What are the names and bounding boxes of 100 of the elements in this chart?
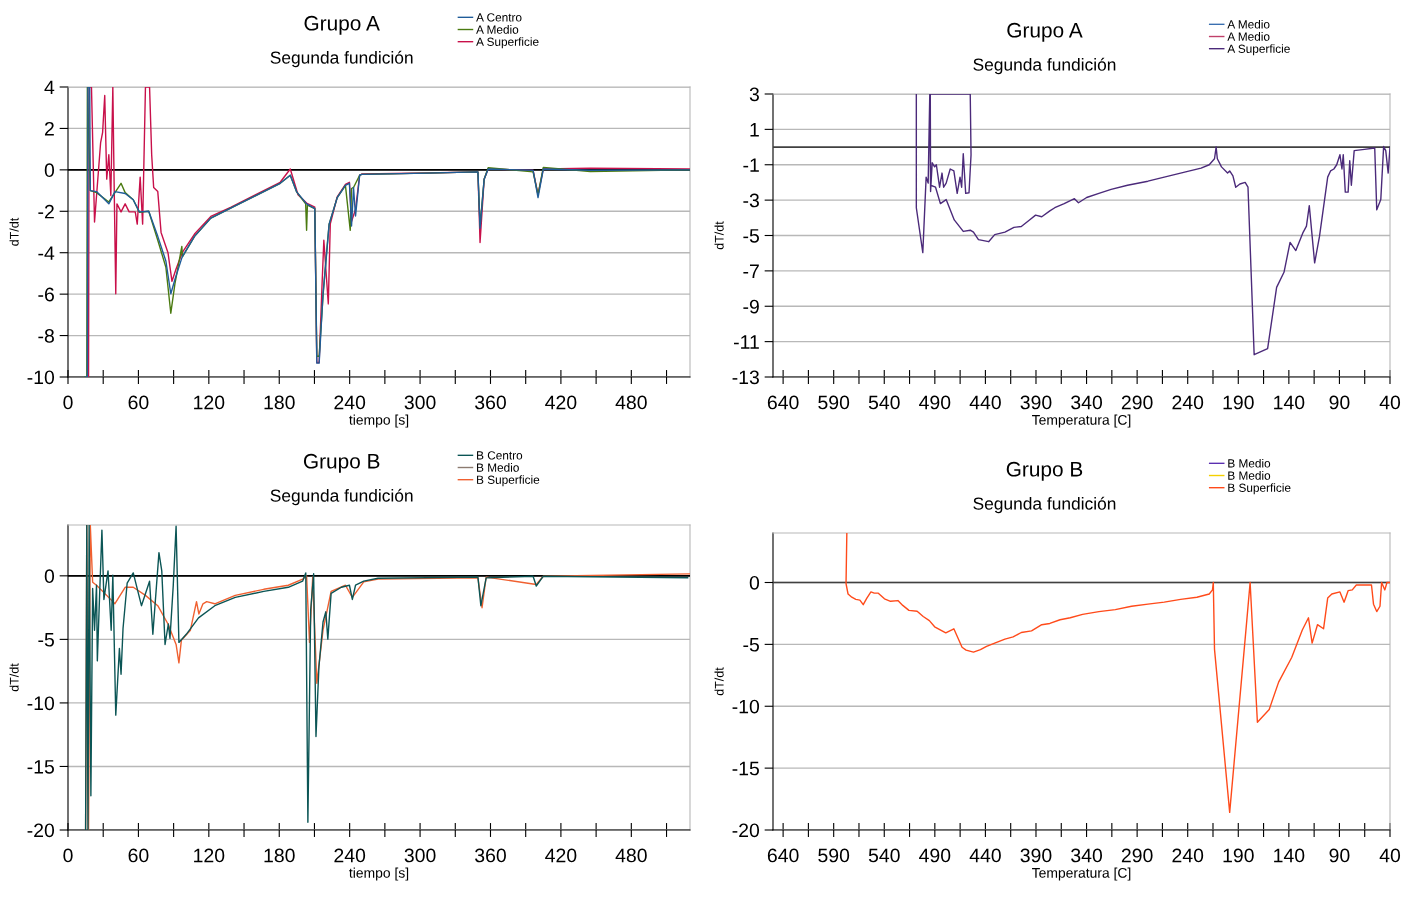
y-axis-title: dT/dt: [714, 667, 724, 696]
y-tick-label: -9: [743, 299, 759, 314]
x-tick-label: 140: [1274, 848, 1305, 863]
x-tick-label: 300: [404, 395, 436, 410]
legend-label: B Superficie: [477, 475, 540, 487]
y-tick-label: -20: [732, 823, 760, 838]
y-tick-label: -20: [27, 823, 55, 838]
chart-title: Grupo B: [303, 453, 380, 473]
y-tick-label: 1: [750, 123, 759, 137]
x-tick-label: 40: [1379, 395, 1401, 410]
legend-label: A Medio: [476, 25, 519, 34]
x-tick-label: 240: [1172, 395, 1204, 410]
x-tick-label: 420: [545, 848, 577, 863]
x-tick-label: 490: [919, 848, 951, 863]
x-tick-label: 90: [1329, 395, 1350, 410]
legend-label: B Centro: [477, 451, 523, 460]
legend-label: A Centro: [476, 13, 522, 22]
x-tick-label: 90: [1329, 848, 1350, 863]
x-tick-label: 0: [63, 848, 73, 863]
legend-label: B Superficie: [1228, 483, 1291, 495]
chart-title: Grupo B: [1006, 461, 1083, 481]
y-tick-label: 0: [44, 569, 55, 584]
x-tick-label: 390: [1020, 848, 1052, 863]
y-axis-title: dT/dt: [9, 217, 19, 246]
legend-label: A Medio: [1227, 32, 1270, 41]
x-tick-label: 390: [1020, 395, 1052, 410]
x-axis-title: tiempo [s]: [349, 414, 409, 428]
x-tick-label: 590: [818, 848, 850, 863]
y-tick-label: -4: [38, 246, 55, 260]
y-tick-label: 0: [44, 163, 55, 178]
legend-label: B Medio: [477, 463, 519, 472]
legend-label: A Medio: [1227, 19, 1270, 29]
x-tick-label: 540: [868, 395, 900, 410]
x-tick-label: 60: [128, 848, 149, 863]
x-tick-label: 590: [818, 395, 850, 410]
x-axis-title: Temperatura [C]: [1032, 414, 1131, 428]
x-tick-label: 340: [1071, 395, 1103, 410]
y-tick-label: -10: [27, 370, 55, 385]
x-tick-label: 120: [194, 848, 225, 863]
y-tick-label: -7: [743, 264, 759, 278]
y-axis-title: dT/dt: [714, 221, 724, 250]
x-tick-label: 180: [264, 395, 295, 410]
chart-subtitle: Segunda fundición: [973, 496, 1116, 514]
y-tick-label: -15: [732, 761, 759, 776]
chart-title: Grupo A: [1007, 22, 1083, 42]
x-tick-label: 60: [128, 395, 149, 410]
x-tick-label: 440: [969, 395, 1001, 410]
legend-label: A Superficie: [476, 37, 539, 49]
x-tick-label: 360: [475, 848, 506, 863]
y-tick-label: 4: [44, 80, 55, 95]
y-tick-label: -8: [38, 329, 54, 343]
chart-subtitle: Segunda fundición: [270, 50, 413, 68]
x-tick-label: 640: [767, 395, 799, 410]
x-tick-label: 480: [615, 848, 647, 863]
y-tick-label: 3: [749, 87, 759, 102]
line-series: [845, 533, 1390, 814]
x-tick-label: 480: [615, 395, 647, 410]
y-tick-label: -10: [27, 696, 55, 711]
y-tick-label: -1: [743, 158, 759, 172]
y-tick-label: 2: [44, 121, 54, 136]
x-tick-label: 420: [545, 395, 577, 410]
y-tick-label: -5: [743, 638, 759, 652]
chart-subtitle: Segunda fundición: [270, 488, 413, 506]
y-tick-label: -2: [38, 204, 54, 219]
x-tick-label: 40: [1379, 848, 1401, 863]
legend-label: B Medio: [1228, 471, 1271, 480]
y-tick-label: 0: [749, 575, 760, 590]
line-series: [915, 94, 1390, 356]
x-tick-label: 290: [1121, 848, 1153, 863]
x-tick-label: 300: [404, 848, 436, 863]
legend-label: A Superficie: [1227, 44, 1290, 56]
legend-label: B Medio: [1228, 458, 1271, 468]
x-axis-title: Temperatura [C]: [1032, 867, 1131, 881]
x-tick-label: 0: [63, 395, 73, 410]
chart-subtitle: Segunda fundición: [973, 57, 1116, 75]
x-tick-label: 240: [334, 848, 366, 863]
x-tick-label: 440: [969, 848, 1001, 863]
x-axis-title: tiempo [s]: [349, 867, 409, 881]
y-tick-label: -11: [734, 335, 759, 349]
x-tick-label: 340: [1071, 848, 1103, 863]
y-tick-label: -5: [38, 633, 54, 647]
x-tick-label: 290: [1121, 395, 1153, 410]
x-tick-label: 120: [194, 395, 225, 410]
x-tick-label: 360: [475, 395, 506, 410]
y-tick-label: -3: [743, 193, 759, 208]
chart-title: Grupo A: [304, 15, 380, 35]
x-tick-label: 640: [767, 848, 799, 863]
y-tick-label: -6: [38, 287, 54, 302]
y-axis-title: dT/dt: [9, 663, 19, 692]
y-tick-label: -10: [732, 699, 760, 714]
x-tick-label: 180: [264, 848, 295, 863]
x-tick-label: 240: [1172, 848, 1204, 863]
x-tick-label: 490: [919, 395, 951, 410]
y-tick-label: -5: [743, 229, 759, 243]
x-tick-label: 190: [1223, 848, 1254, 863]
x-tick-label: 240: [334, 395, 366, 410]
y-tick-label: -15: [27, 760, 54, 774]
x-tick-label: 140: [1274, 395, 1305, 410]
x-tick-label: 190: [1223, 395, 1254, 410]
y-tick-label: -13: [732, 370, 759, 385]
